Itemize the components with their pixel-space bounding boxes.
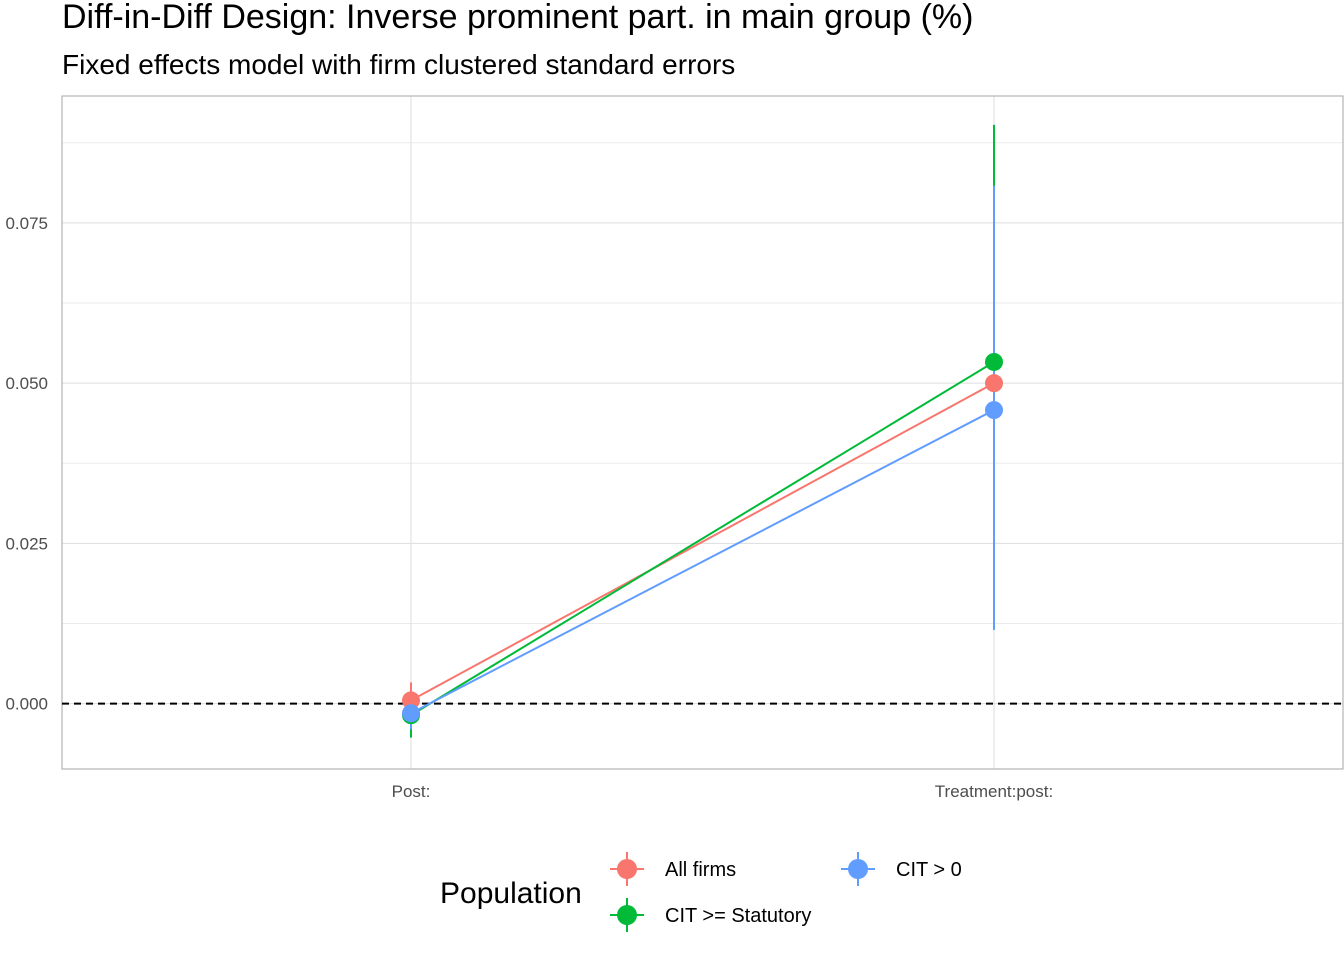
y-tick-label: 0.025 [5, 534, 48, 553]
data-point [985, 352, 1003, 371]
legend-title: Population [440, 877, 582, 910]
y-tick-label: 0.075 [5, 214, 48, 233]
data-point [402, 691, 420, 710]
x-tick-label: Treatment:post: [935, 782, 1053, 801]
legend-key-point [617, 905, 637, 925]
legend-entry: CIT >= Statutory [610, 898, 811, 932]
legend-label: CIT >= Statutory [665, 905, 811, 927]
legend-entry: All firms [610, 852, 736, 886]
series-line [410, 382, 995, 702]
legend-label: All firms [665, 859, 736, 881]
data-point [985, 374, 1003, 393]
x-tick-label: Post: [392, 782, 431, 801]
chart-title: Diff-in-Diff Design: Inverse prominent p… [62, 0, 973, 36]
series-line [410, 409, 995, 715]
panel-border [61, 95, 1344, 770]
legend: Population All firms CIT >= Statutory CIT … [440, 852, 962, 932]
legend-entry: CIT > 0 [841, 852, 962, 886]
legend-key-point [617, 859, 637, 879]
legend-label: CIT > 0 [896, 859, 962, 881]
data-point [985, 401, 1003, 420]
y-tick-label: 0.050 [5, 374, 48, 393]
series-line [410, 361, 995, 717]
legend-key-point [848, 859, 868, 879]
y-tick-label: 0.000 [5, 695, 48, 714]
chart-subtitle: Fixed effects model with firm clustered … [62, 49, 735, 80]
plot-area: 0.000 0.025 0.050 0.075 Post: Treatment:post: [5, 95, 1344, 801]
data-point [402, 704, 420, 723]
